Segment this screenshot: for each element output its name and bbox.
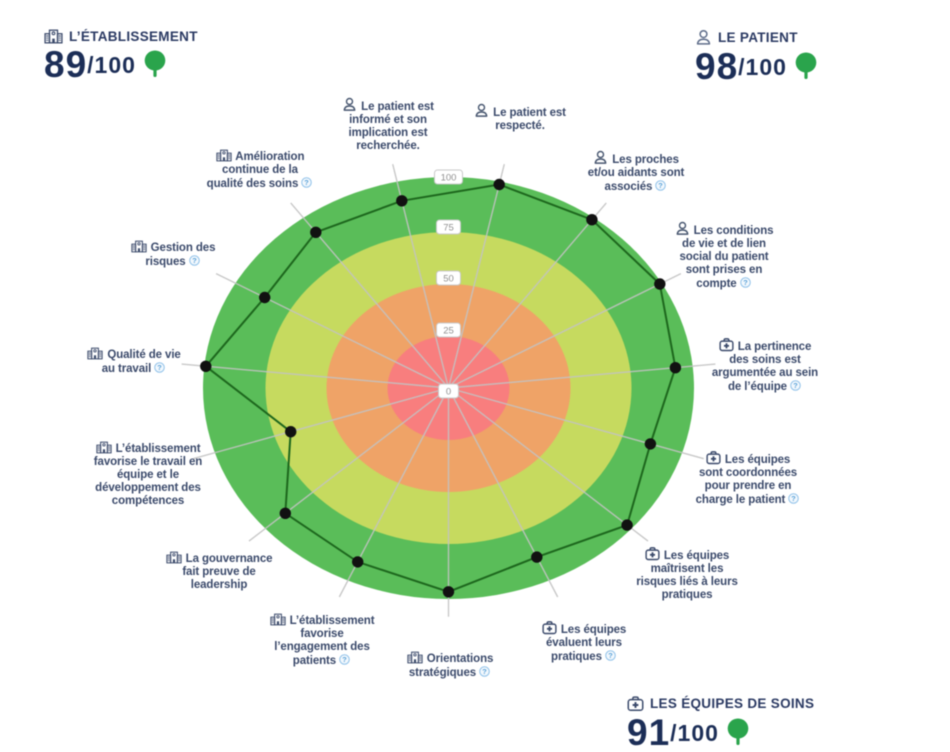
svg-text:100: 100 xyxy=(441,173,457,184)
svg-text:?: ? xyxy=(192,256,197,265)
svg-text:?: ? xyxy=(158,363,163,372)
svg-text:?: ? xyxy=(792,494,797,503)
svg-text:0: 0 xyxy=(446,387,451,398)
svg-text:?: ? xyxy=(482,667,487,676)
svg-text:?: ? xyxy=(342,655,347,664)
svg-text:?: ? xyxy=(608,651,613,660)
svg-text:50: 50 xyxy=(443,274,454,285)
svg-text:?: ? xyxy=(793,381,798,390)
svg-text:25: 25 xyxy=(443,326,454,337)
svg-text:?: ? xyxy=(305,178,310,187)
svg-text:?: ? xyxy=(659,181,664,190)
svg-text:?: ? xyxy=(743,278,748,287)
svg-text:75: 75 xyxy=(443,223,454,234)
